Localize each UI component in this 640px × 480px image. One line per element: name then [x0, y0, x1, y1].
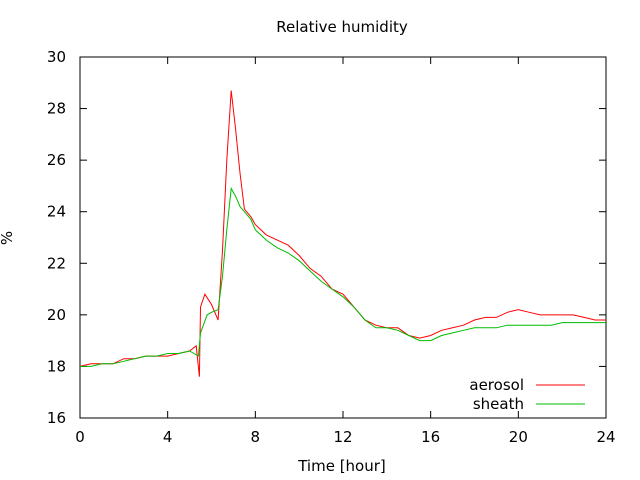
x-tick-label: 12: [333, 428, 352, 446]
y-tick-label: 24: [47, 203, 66, 221]
y-tick-label: 18: [47, 357, 66, 375]
x-tick-label: 8: [251, 428, 261, 446]
x-tick-label: 16: [421, 428, 440, 446]
y-tick-label: 16: [47, 409, 66, 427]
legend-label-sheath: sheath: [473, 395, 524, 413]
series-line-aerosol: [79, 90, 606, 377]
y-tick-label: 20: [47, 306, 66, 324]
x-tick-label: 20: [509, 428, 528, 446]
x-tick-label: 0: [75, 428, 85, 446]
y-axis-label: %: [0, 231, 16, 245]
x-tick-label: 24: [596, 428, 615, 446]
series-line-sheath: [80, 186, 606, 367]
y-tick-label: 26: [47, 151, 66, 169]
legend-label-aerosol: aerosol: [469, 376, 524, 394]
y-tick-label: 28: [47, 100, 66, 118]
x-tick-label: 4: [163, 428, 173, 446]
y-tick-label: 22: [47, 254, 66, 272]
y-tick-label: 30: [47, 48, 66, 66]
chart-title: Relative humidity: [276, 18, 408, 36]
x-axis-label: Time [hour]: [297, 457, 386, 475]
plot-frame: [79, 56, 607, 419]
